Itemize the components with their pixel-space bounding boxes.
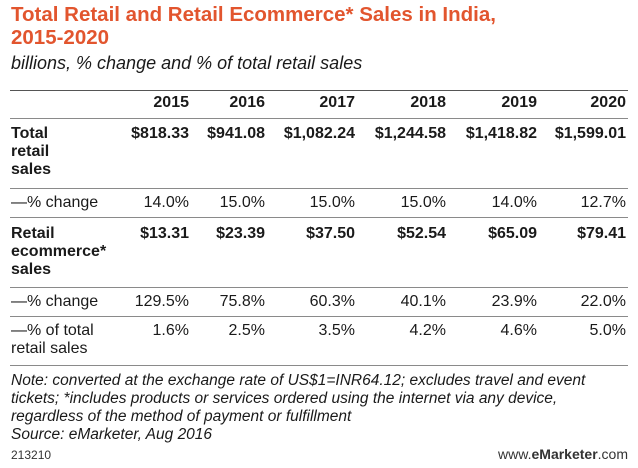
source-text: Source: eMarketer, Aug 2016 <box>11 426 213 443</box>
row-label: Total retail sales <box>11 125 52 178</box>
table-cell: $79.41 <box>577 225 626 242</box>
table-cell: $1,244.58 <box>374 125 446 142</box>
note-text: Note: converted at the exchange rate of … <box>11 372 586 425</box>
column-header-2016: 2016 <box>229 94 265 111</box>
chart-subtitle: billions, % change and % of total retail… <box>11 53 363 73</box>
column-header-2017: 2017 <box>319 94 355 111</box>
table-cell: 15.0% <box>219 194 265 211</box>
row-label: —% change <box>11 293 99 310</box>
table-cell: 14.0% <box>143 194 189 211</box>
table-cell: 15.0% <box>309 194 355 211</box>
table-cell: 4.2% <box>409 322 446 339</box>
table-cell: $23.39 <box>216 225 265 242</box>
chart-id: 213210 <box>11 448 52 462</box>
table-cell: $1,082.24 <box>283 125 355 142</box>
chart-note: Note: converted at the exchange rate of … <box>11 372 631 444</box>
column-header-2019: 2019 <box>501 94 537 111</box>
table-cell: 1.6% <box>152 322 189 339</box>
row-label: Retail ecommerce* sales <box>11 225 107 278</box>
row-divider <box>10 316 628 317</box>
table-cell: 75.8% <box>219 293 265 310</box>
table-cell: $37.50 <box>306 225 355 242</box>
chart-title: Total Retail and Retail Ecommerce* Sales… <box>11 3 496 49</box>
row-label: —% change <box>11 194 99 211</box>
table-cell: 3.5% <box>318 322 355 339</box>
row-divider <box>10 118 628 119</box>
table-cell: $818.33 <box>131 125 189 142</box>
row-divider <box>10 365 628 366</box>
table-cell: 14.0% <box>491 194 537 211</box>
table-cell: 23.9% <box>491 293 537 310</box>
table-cell: $52.54 <box>397 225 446 242</box>
table-cell: 2.5% <box>228 322 265 339</box>
header-top-rule <box>10 90 628 91</box>
row-divider <box>10 217 628 218</box>
table-cell: 12.7% <box>580 194 626 211</box>
table-cell: $13.31 <box>140 225 189 242</box>
column-header-2018: 2018 <box>410 94 446 111</box>
row-divider <box>10 287 628 288</box>
table-cell: 40.1% <box>400 293 446 310</box>
table-cell: $1,599.01 <box>554 125 626 142</box>
column-header-2015: 2015 <box>153 94 189 111</box>
site-suffix: .com <box>597 446 628 462</box>
table-cell: $65.09 <box>488 225 537 242</box>
table-cell: 15.0% <box>400 194 446 211</box>
table-cell: $1,418.82 <box>465 125 537 142</box>
table-cell: 5.0% <box>589 322 626 339</box>
row-label: —% of total retail sales <box>11 322 94 357</box>
site-brand: eMarketer <box>531 446 598 462</box>
table-cell: 4.6% <box>500 322 537 339</box>
column-header-2020: 2020 <box>590 94 626 111</box>
table-cell: $941.08 <box>207 125 265 142</box>
table-cell: 60.3% <box>309 293 355 310</box>
site-link[interactable]: www.eMarketer.com <box>498 446 628 462</box>
table-cell: 129.5% <box>134 293 189 310</box>
table-cell: 22.0% <box>580 293 626 310</box>
site-prefix: www. <box>498 446 532 462</box>
row-divider <box>10 188 628 189</box>
